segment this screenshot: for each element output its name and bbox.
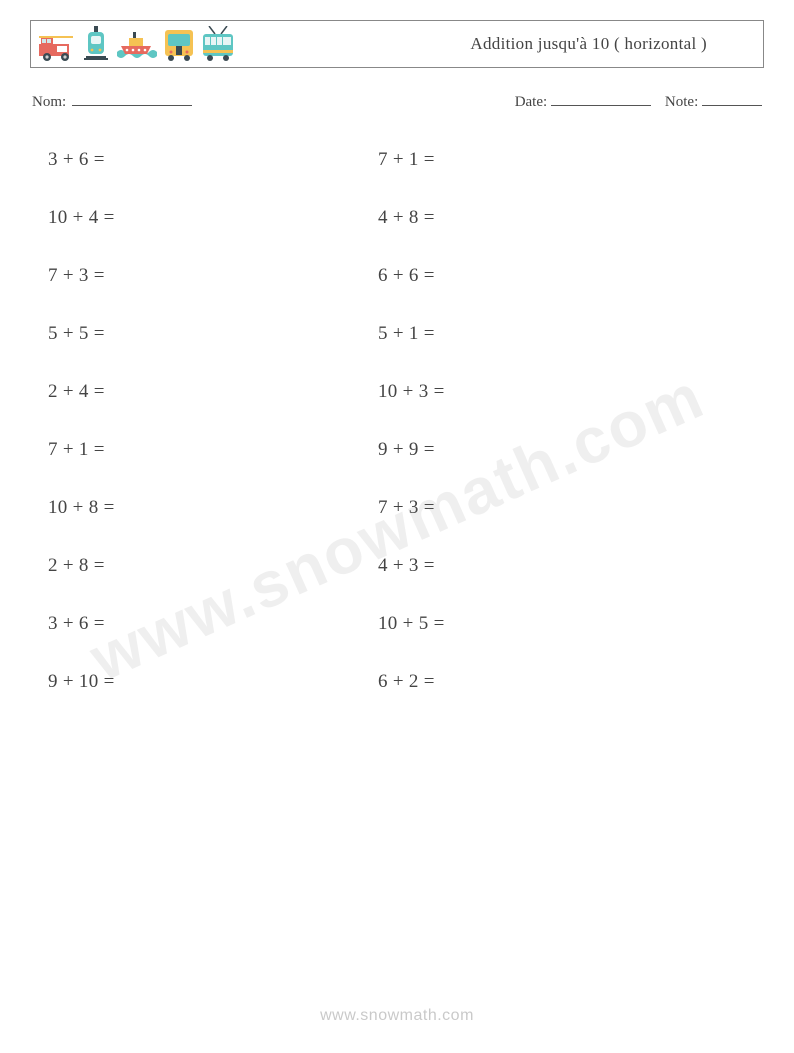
worksheet-page: Addition jusqu'à 10 ( horizontal ) Nom: … [0, 0, 794, 693]
problem-cell: 6 + 2 = [378, 671, 708, 693]
problem-cell: 4 + 3 = [378, 555, 708, 577]
date-label: Date: [515, 94, 547, 110]
problem-cell: 10 + 3 = [378, 381, 708, 403]
note-label: Note: [665, 94, 698, 110]
bus-icon [163, 28, 195, 62]
trolleybus-icon [201, 26, 235, 62]
header-box: Addition jusqu'à 10 ( horizontal ) [30, 20, 764, 68]
problem-cell: 3 + 6 = [48, 613, 378, 635]
name-line[interactable] [72, 92, 192, 106]
problem-cell: 5 + 1 = [378, 323, 708, 345]
name-label: Nom: [32, 94, 66, 111]
date-field: Date: [515, 92, 651, 111]
problem-cell: 10 + 4 = [48, 207, 378, 229]
footer-text: www.snowmath.com [0, 1007, 794, 1025]
problem-cell: 9 + 9 = [378, 439, 708, 461]
problem-cell: 3 + 6 = [48, 149, 378, 171]
problem-cell: 9 + 10 = [48, 671, 378, 693]
problem-cell: 10 + 5 = [378, 613, 708, 635]
name-field: Nom: [32, 92, 192, 111]
note-field: Note: [665, 92, 762, 111]
fire-truck-icon [37, 30, 77, 62]
problem-cell: 4 + 8 = [378, 207, 708, 229]
problem-cell: 5 + 5 = [48, 323, 378, 345]
worksheet-title: Addition jusqu'à 10 ( horizontal ) [470, 34, 747, 54]
problems-grid: 3 + 6 = 7 + 1 = 10 + 4 = 4 + 8 = 7 + 3 =… [30, 149, 764, 693]
problem-cell: 7 + 1 = [378, 149, 708, 171]
problem-cell: 7 + 1 = [48, 439, 378, 461]
tram-icon [83, 26, 109, 62]
problem-cell: 6 + 6 = [378, 265, 708, 287]
problem-cell: 10 + 8 = [48, 497, 378, 519]
problem-cell: 2 + 8 = [48, 555, 378, 577]
meta-row: Nom: Date: Note: [30, 92, 764, 111]
date-line[interactable] [551, 92, 651, 106]
problem-cell: 2 + 4 = [48, 381, 378, 403]
ship-icon [115, 32, 157, 62]
header-icons [37, 26, 235, 62]
problem-cell: 7 + 3 = [378, 497, 708, 519]
problem-cell: 7 + 3 = [48, 265, 378, 287]
note-line[interactable] [702, 92, 762, 106]
